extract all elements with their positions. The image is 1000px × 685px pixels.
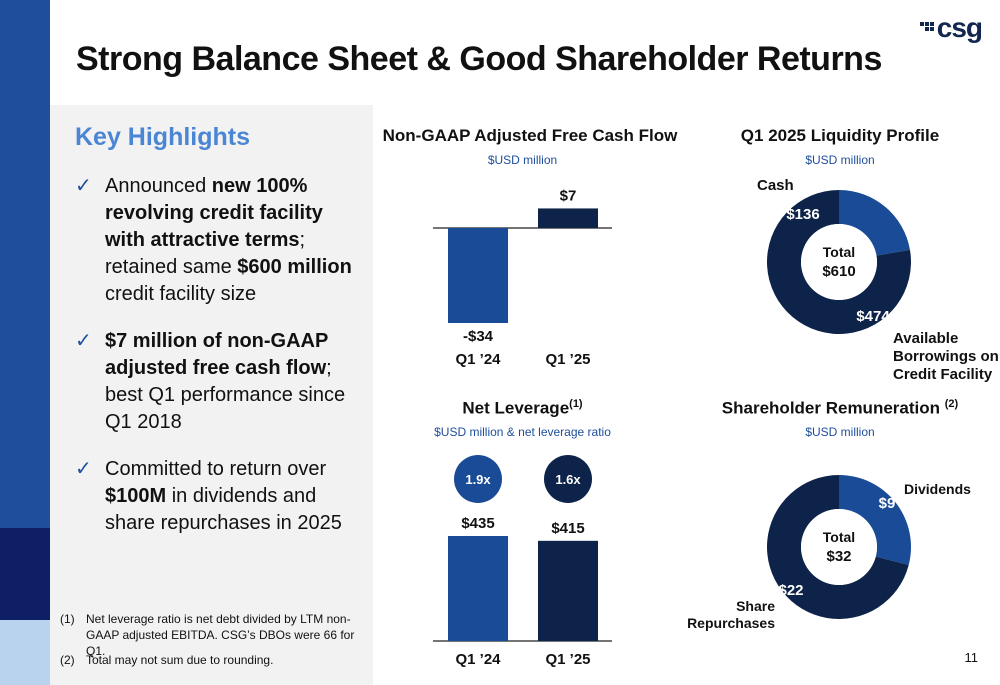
side-accent-bar-middle [0,528,50,620]
footnote-text: Total may not sum due to rounding. [86,653,274,667]
remuneration-slice-value-label: $9 [879,495,896,512]
fcf-data-label: $7 [560,187,577,204]
fcf-chart-subtitle: $USD million [487,153,558,167]
fcf-data-label: -$34 [463,328,494,345]
liquidity-legend-label: Borrowings on [893,348,999,365]
remuneration-legend-label: Share [736,598,775,614]
remuneration-slice [767,475,909,619]
csg-logo: csg [919,12,983,43]
liquidity-slice [767,190,911,334]
liquidity-legend-label: Credit Facility [893,366,993,383]
highlight-text: Committed to return over $100M in divide… [105,458,342,534]
liquidity-center-label: Total [823,244,855,260]
footnote-2: (2) Total may not sum due to rounding. [60,652,365,668]
remuneration-center-hole [801,509,877,585]
highlight-bullet-1: ✓ Announced new 100% revolving credit fa… [75,173,365,308]
leverage-chart-subtitle: $USD million & net leverage ratio [434,425,611,439]
remuneration-legend-label: Dividends [904,481,971,497]
liquidity-slice-value-label: $474 [856,308,890,325]
highlight-bullet-3: ✓ Committed to return over $100M in divi… [75,456,365,537]
side-accent-bar-bottom [0,620,50,685]
remuneration-legend-label: Repurchases [687,615,775,631]
key-highlights-panel: Key Highlights ✓ Announced new 100% revo… [50,105,373,685]
leverage-data-label: $415 [551,520,584,537]
remuneration-chart-subtitle: $USD million [805,425,875,439]
fcf-bar [448,228,508,323]
liquidity-slice-value-label: $136 [786,206,819,223]
leverage-bar [538,540,598,641]
leverage-chart-title: Net Leverage(1) [462,398,583,418]
leverage-category-label: Q1 ’24 [455,651,501,668]
leverage-category-label: Q1 ’25 [545,651,590,668]
key-highlights-heading: Key Highlights [75,123,251,151]
footnote-number: (1) [60,612,75,626]
fcf-chart-title: Non-GAAP Adjusted Free Cash Flow [382,126,678,145]
checkmark-icon: ✓ [75,330,92,352]
footnote-1: (1) Net leverage ratio is net debt divid… [60,611,365,659]
page-title: Strong Balance Sheet & Good Shareholder … [76,40,882,78]
liquidity-chart-title: Q1 2025 Liquidity Profile [740,126,940,145]
checkmark-icon: ✓ [75,175,92,197]
liquidity-slice [839,189,910,256]
logo-mark-icon [919,22,934,34]
leverage-data-label: $435 [461,515,494,532]
fcf-bar [538,208,598,228]
leverage-bar [448,536,508,641]
liquidity-chart-subtitle: $USD million [805,153,875,167]
page-number: 11 [964,650,979,665]
footnote-text: Net leverage ratio is net debt divided b… [86,612,355,658]
remuneration-chart-title: Shareholder Remuneration (2) [721,398,959,418]
liquidity-legend-label: Cash [757,177,794,194]
highlight-text: $7 million of non-GAAP adjusted free cas… [105,330,346,433]
fcf-category-label: Q1 ’25 [545,351,590,368]
fcf-category-label: Q1 ’24 [455,351,501,368]
remuneration-center-label: Total [823,529,855,545]
logo-text: csg [936,12,983,43]
remuneration-slice [839,475,911,566]
footnote-number: (2) [60,653,75,667]
highlight-text: Announced new 100% revolving credit faci… [105,175,352,305]
highlight-bullet-2: ✓ $7 million of non-GAAP adjusted free c… [75,328,365,436]
liquidity-center-value: $610 [822,263,855,280]
leverage-ratio-circle [454,455,502,503]
liquidity-legend-label: Available [893,330,958,347]
checkmark-icon: ✓ [75,458,92,480]
liquidity-center-hole [801,224,877,300]
side-accent-bar-top [0,0,50,528]
leverage-ratio-label: 1.6x [555,472,581,487]
leverage-ratio-circle [544,455,592,503]
remuneration-slice-value-label: $22 [778,582,803,599]
remuneration-center-value: $32 [826,548,851,565]
leverage-ratio-label: 1.9x [465,472,491,487]
